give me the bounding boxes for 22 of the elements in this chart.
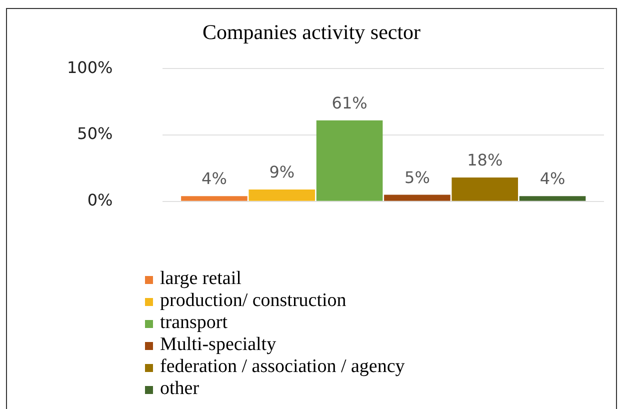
- chart-title: Companies activity sector: [201, 20, 422, 45]
- data-label: 4%: [540, 169, 566, 188]
- legend-label: federation / association / agency: [159, 356, 405, 378]
- legend-label: production/ construction: [159, 290, 348, 312]
- data-label: 61%: [332, 94, 368, 113]
- legend-label: transport: [159, 312, 229, 334]
- data-label: 18%: [467, 150, 503, 170]
- legend-label: other: [159, 378, 200, 400]
- y-tick-label: 100%: [66, 58, 113, 77]
- bar: [519, 196, 586, 201]
- data-label: 5%: [404, 168, 430, 187]
- bar: [452, 177, 518, 201]
- y-tick-label: 50%: [77, 124, 113, 144]
- legend-label: large retail: [159, 268, 242, 290]
- legend-label: Multi-specialty: [159, 334, 278, 356]
- bar: [384, 194, 450, 201]
- bar: [248, 189, 316, 201]
- bar: [181, 196, 248, 201]
- y-tick-label: 0%: [87, 190, 113, 210]
- data-label: 4%: [202, 169, 227, 188]
- data-label: 9%: [269, 162, 295, 182]
- bar: [316, 120, 383, 201]
